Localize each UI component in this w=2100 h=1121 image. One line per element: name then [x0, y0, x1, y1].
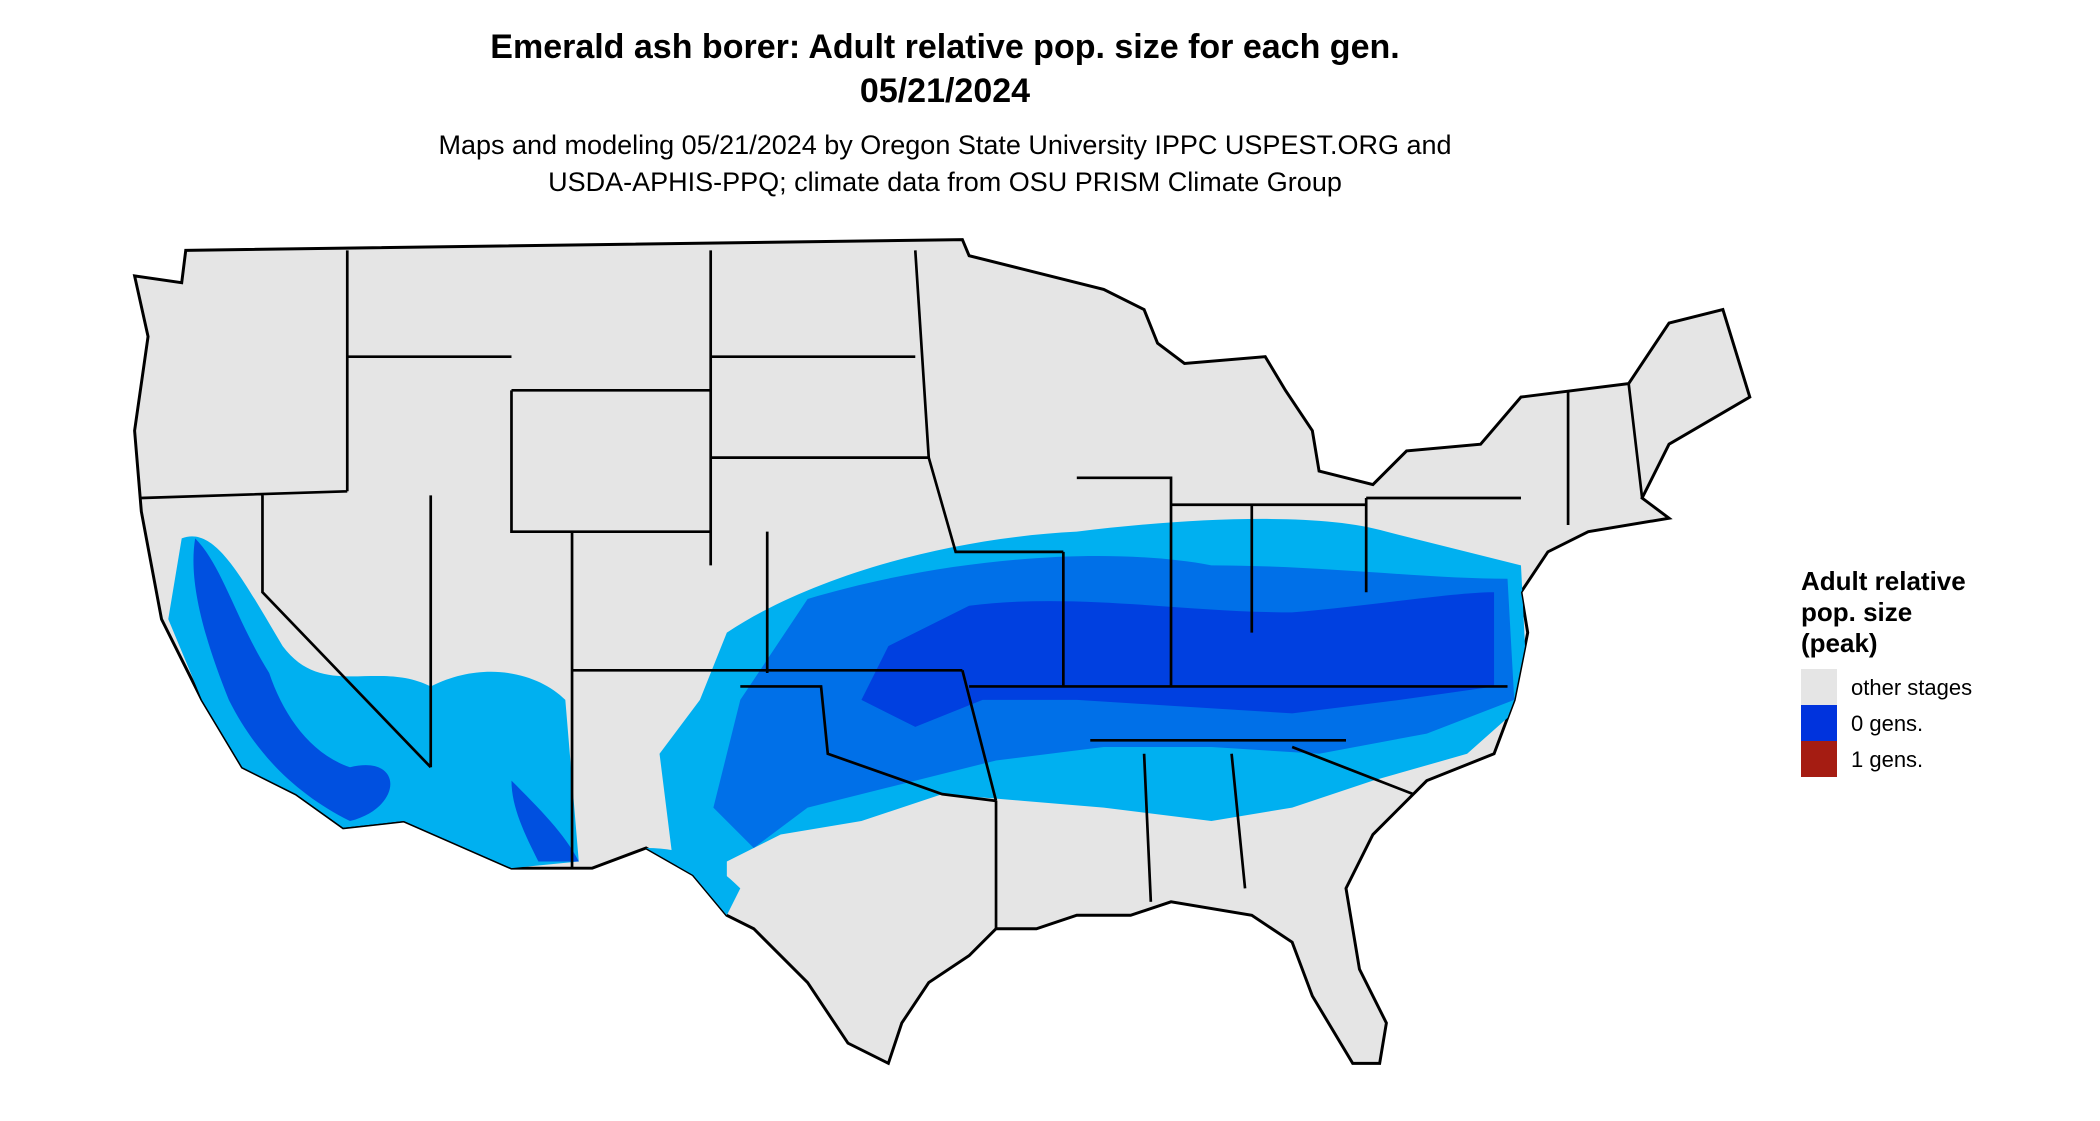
legend-title: Adult relative [1801, 566, 1966, 596]
subtitle: USDA-APHIS-PPQ; climate data from OSU PR… [548, 167, 1342, 197]
legend-title: pop. size [1801, 597, 1912, 627]
zone-west-dark [193, 538, 579, 862]
legend-label: 1 gens. [1851, 747, 1923, 772]
subtitle: Maps and modeling 05/21/2024 by Oregon S… [438, 130, 1451, 160]
legend-title: (peak) [1801, 628, 1878, 658]
legend-label: other stages [1851, 675, 1972, 700]
us-map [132, 238, 1752, 1066]
zone-west [168, 536, 579, 869]
state-lines [141, 250, 1644, 929]
legend-swatch [1801, 669, 1837, 705]
legend-swatch [1801, 741, 1837, 777]
zone-dark [861, 592, 1495, 727]
date: 05/21/2024 [860, 72, 1030, 110]
legend-swatch [1801, 705, 1837, 741]
legend: Adult relative pop. size (peak) other st… [1801, 566, 1972, 777]
title: Emerald ash borer: Adult relative pop. s… [490, 28, 1399, 66]
phenology-zones [168, 518, 1528, 916]
legend-label: 0 gens. [1851, 711, 1923, 736]
